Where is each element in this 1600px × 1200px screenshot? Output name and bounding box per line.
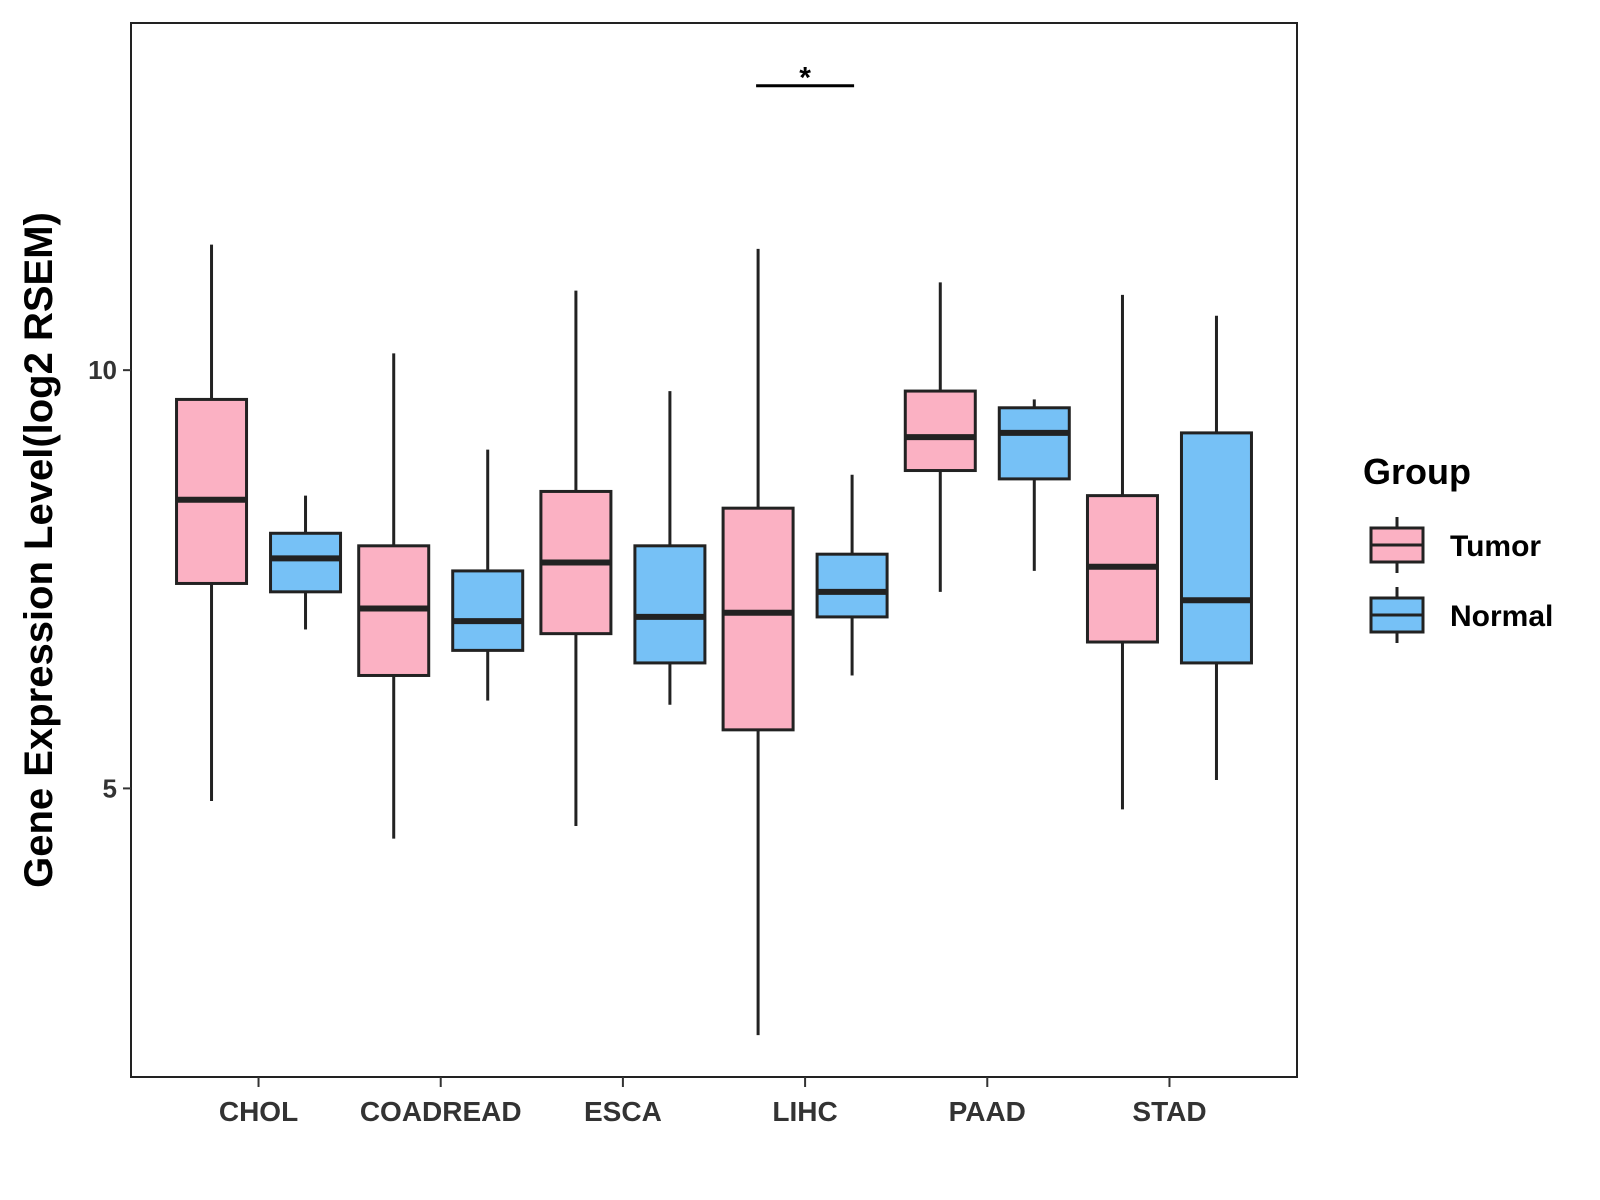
x-tick-label: PAAD	[949, 1096, 1026, 1127]
legend-key-tumor: Tumor	[1369, 517, 1541, 573]
y-tick-label: 10	[88, 355, 117, 385]
box-normal-paad	[997, 399, 1071, 571]
legend-label-normal: Normal	[1450, 600, 1553, 633]
box-tumor-chol	[175, 244, 249, 801]
box-tumor-paad	[903, 282, 977, 592]
legend: Group Tumor Normal	[1363, 451, 1553, 643]
x-tick-label: LIHC	[772, 1096, 837, 1127]
y-tick-label: 5	[103, 773, 117, 803]
significance-label: *	[799, 62, 811, 95]
box-normal-stad	[1179, 315, 1253, 781]
y-axis-title: Gene Expression Level(log2 RSEM)	[17, 212, 61, 888]
iqr-box	[997, 406, 1071, 481]
legend-key-normal: Normal	[1369, 587, 1553, 643]
legend-title: Group	[1363, 451, 1471, 492]
box-normal-chol	[269, 495, 343, 630]
x-tick-label: ESCA	[584, 1096, 662, 1127]
x-axis: CHOL COADREAD ESCA LIHC PAAD STAD	[219, 1077, 1207, 1127]
boxes-layer	[175, 244, 1253, 1036]
box-tumor-coadread	[357, 353, 431, 839]
iqr-box	[269, 531, 343, 594]
annotation-layer: *	[756, 62, 855, 95]
box-normal-lihc	[815, 474, 889, 676]
box-tumor-stad	[1085, 294, 1159, 810]
iqr-box	[903, 389, 977, 473]
plot-panel-border	[130, 22, 1298, 1078]
x-tick-label: CHOL	[219, 1096, 298, 1127]
iqr-box	[721, 506, 795, 732]
box-tumor-lihc	[721, 248, 795, 1036]
iqr-box	[815, 552, 889, 619]
iqr-box	[633, 544, 707, 665]
iqr-box	[175, 397, 249, 585]
x-tick-label: STAD	[1132, 1096, 1206, 1127]
box-normal-esca	[633, 391, 707, 705]
box-tumor-esca	[539, 290, 613, 827]
y-axis: 5 10	[88, 355, 131, 803]
x-tick-label: COADREAD	[360, 1096, 522, 1127]
iqr-box	[1179, 431, 1253, 665]
box-normal-coadread	[451, 449, 525, 701]
iqr-box	[451, 569, 525, 652]
legend-label-tumor: Tumor	[1450, 530, 1541, 563]
